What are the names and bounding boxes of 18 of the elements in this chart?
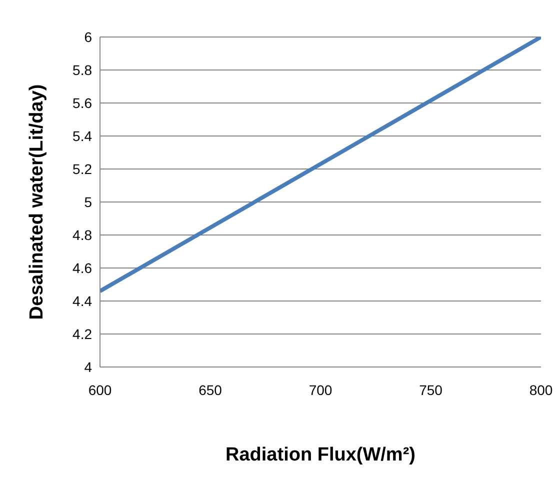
y-tick-label: 4.2	[72, 326, 92, 342]
x-tick-label: 600	[88, 382, 112, 398]
y-tick-label: 6	[84, 28, 92, 45]
y-tick-label: 5	[84, 194, 92, 210]
y-tick-label: 4.8	[72, 226, 92, 243]
x-tick-label: 750	[419, 382, 443, 398]
x-tick-label: 650	[198, 382, 222, 398]
y-axis-title: Desalinated water(Lit/day)	[26, 84, 48, 320]
y-tick-label: 5.2	[72, 160, 92, 177]
y-tick-label: 5.4	[72, 128, 92, 144]
y-tick-label: 4.4	[72, 292, 92, 309]
x-axis-title: Radiation Flux(W/m²)	[226, 444, 416, 466]
y-tick-label: 4.6	[72, 260, 92, 276]
x-tick-label: 700	[308, 382, 332, 398]
y-tick-label: 5.8	[72, 62, 92, 78]
y-tick-label: 5.6	[72, 94, 92, 111]
x-tick-label: 800	[529, 382, 553, 398]
y-tick-label: 4	[84, 358, 92, 375]
